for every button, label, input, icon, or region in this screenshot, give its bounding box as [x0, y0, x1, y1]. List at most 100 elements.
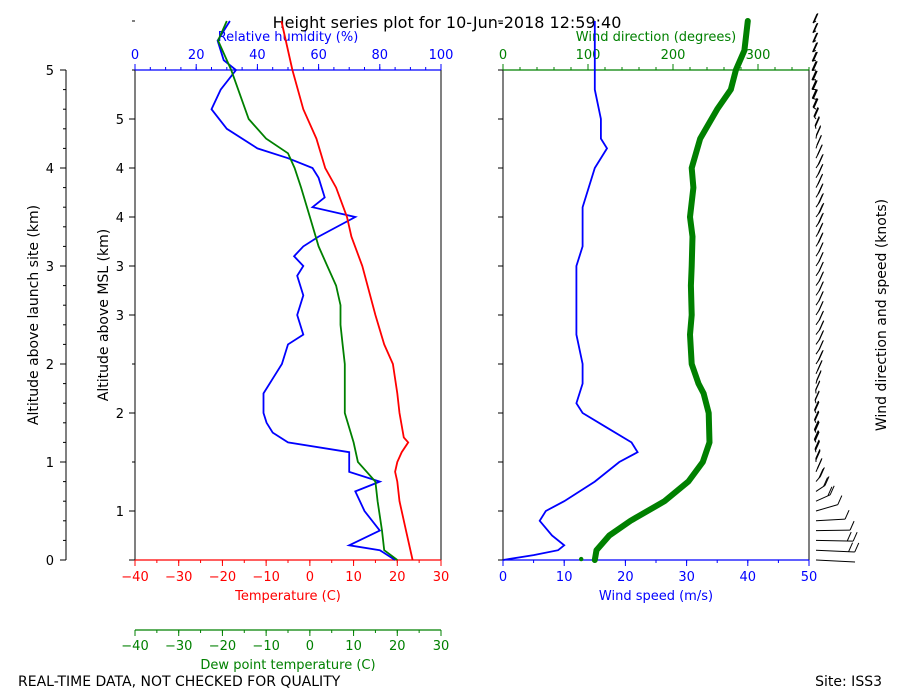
wind-barb-staff — [814, 399, 817, 404]
left-panel: 0 1 2 3 4 5 1 2 3 3 4 4 5 Altitude above launch sit… — [26, 20, 454, 673]
left-plot-frame — [134, 69, 442, 561]
rh-axis-ticks: 0 20 40 60 80 100 — [131, 48, 454, 70]
wind-barb-flag — [816, 371, 822, 381]
wind-barb-flag — [812, 70, 818, 81]
wind-barb-flag — [817, 224, 823, 234]
wind-barb-staff — [815, 494, 831, 502]
dewpoint-axis-label: Dew point temperature (C) — [200, 658, 375, 673]
wind-barb-flag — [818, 262, 824, 272]
wind-barb-flag — [846, 531, 852, 542]
wind-barb-flag — [812, 51, 818, 62]
wind-barb-flag — [814, 411, 820, 421]
dewpoint-axis-ticks: −40 −30 −20 −10 0 10 20 30 — [121, 630, 449, 654]
wind-barb-flag — [817, 155, 823, 165]
wind-barb-flag — [812, 89, 818, 99]
temperature-axis-tick-label: −40 — [121, 570, 148, 585]
wind-barb-flag — [811, 70, 817, 81]
dewpoint-axis-tick-label: 0 — [306, 639, 314, 654]
outer-altitude-tick-label: 0 — [46, 554, 54, 569]
wind-dir-axis-tick-label: 300 — [746, 48, 771, 63]
temperature-axis-tick-label: −20 — [209, 570, 236, 585]
wind-barb-flag — [814, 391, 820, 401]
wind-speed-axis-tick-label: 30 — [678, 570, 695, 585]
wind-speed-axis-tick-label: 40 — [740, 570, 757, 585]
wind-barb-flag — [814, 117, 820, 127]
wind-barb-flag — [812, 61, 818, 71]
wind-barb-flag — [814, 421, 820, 432]
wind-dir-axis-ticks: 0 100 200 300 — [499, 48, 810, 70]
rh-axis-label: Relative humidity (%) — [218, 30, 359, 45]
outer-altitude-ticks: 0 1 2 3 4 5 — [46, 64, 66, 569]
inner-altitude-tick-label: 4 — [116, 162, 124, 177]
outer-altitude-tick-label: 1 — [46, 456, 54, 471]
wind-barb-staff — [815, 270, 820, 277]
wind-barb-flag — [818, 242, 824, 253]
temperature-axis-tick-label: 30 — [433, 570, 450, 585]
wind-barb-flag — [812, 97, 818, 108]
inner-altitude-tick-label: 3 — [116, 309, 124, 324]
wind-barb-flag — [812, 80, 818, 90]
wind-barb-flag — [849, 520, 855, 531]
wind-barbs — [811, 13, 860, 563]
wind-barb-flag — [815, 450, 821, 461]
dewpoint-axis-tick-label: −30 — [165, 639, 192, 654]
wind-barb-staff — [815, 280, 820, 286]
dewpoint-axis-tick-label: −10 — [252, 639, 279, 654]
wind-barb-flag — [817, 184, 823, 195]
wind-barb-flag — [852, 531, 858, 542]
wind-barb-flag — [818, 340, 824, 351]
outer-altitude-tick-label: 5 — [46, 64, 54, 79]
wind-barb-staff — [815, 559, 856, 563]
wind-barb-flag — [818, 301, 824, 312]
wind-barb-flag — [815, 126, 821, 137]
dewpoint-axis-tick-label: −20 — [209, 639, 236, 654]
rh-axis-tick-label: 0 — [131, 48, 139, 63]
wind-barb-staff — [815, 485, 826, 492]
outer-altitude-axis-label: Altitude above launch site (km) — [26, 205, 42, 425]
right-panel: 0 100 200 300 Wind direction (degrees) 0 10 2… — [498, 18, 817, 604]
dewpoint-axis-tick-label: −40 — [121, 639, 148, 654]
wind-speed-series-line — [502, 21, 639, 561]
temperature-axis-tick-label: −10 — [252, 570, 279, 585]
wind-barb-flag — [827, 486, 833, 497]
rh-axis-tick-label: 80 — [372, 48, 389, 63]
footer-site: Site: ISS3 — [815, 674, 882, 690]
rh-axis-tick-label: 60 — [310, 48, 327, 63]
wind-barb-flag — [817, 194, 823, 205]
wind-barb-flag — [817, 175, 823, 185]
temperature-axis-tick-label: −30 — [165, 570, 192, 585]
wind-barb-flag — [837, 495, 843, 505]
wind-barb-flag — [817, 351, 823, 361]
wind-barb-flag — [815, 441, 820, 451]
rh-axis-tick-label: 100 — [429, 48, 454, 63]
wind-dir-axis-tick-label: 200 — [661, 48, 686, 63]
wind-barb-staff — [815, 539, 854, 542]
wind-barb-staff — [815, 549, 855, 553]
dewpoint-axis-tick-label: 20 — [389, 639, 406, 654]
wind-barb-flag — [813, 13, 819, 23]
outer-altitude-tick-label: 4 — [46, 162, 54, 177]
wind-direction-stray-point — [579, 556, 584, 562]
wind-barb-flag — [811, 89, 817, 99]
temperature-axis-tick-label: 0 — [306, 570, 314, 585]
wind-dir-axis-label: Wind direction (degrees) — [576, 30, 736, 45]
wind-speed-axis-tick-label: 0 — [499, 570, 507, 585]
inner-altitude-tick-label: 3 — [116, 260, 124, 275]
wind-speed-axis-label: Wind speed (m/s) — [599, 589, 713, 604]
inner-altitude-tick-label: 2 — [116, 407, 124, 422]
wind-barb-staff — [815, 339, 821, 345]
wind-barb-flag — [812, 61, 818, 71]
footer-quality-note: REAL-TIME DATA, NOT CHECKED FOR QUALITY — [18, 674, 341, 690]
wind-barb-flag — [818, 331, 824, 341]
dewpoint-axis-tick-label: 10 — [345, 639, 362, 654]
wind-barb-flag — [818, 291, 824, 302]
wind-barb-staff — [815, 300, 820, 306]
temperature-axis-label: Temperature (C) — [234, 589, 341, 604]
rh-axis-tick-label: 20 — [188, 48, 205, 63]
right-panel-altitude-ticks — [498, 20, 503, 561]
wind-dir-axis-tick-label: 0 — [499, 48, 507, 63]
wind-barb-staff — [815, 504, 838, 512]
wind-barb-flag — [813, 22, 819, 33]
wind-barb-flag — [824, 476, 830, 486]
wind-barb-flag — [813, 98, 819, 109]
